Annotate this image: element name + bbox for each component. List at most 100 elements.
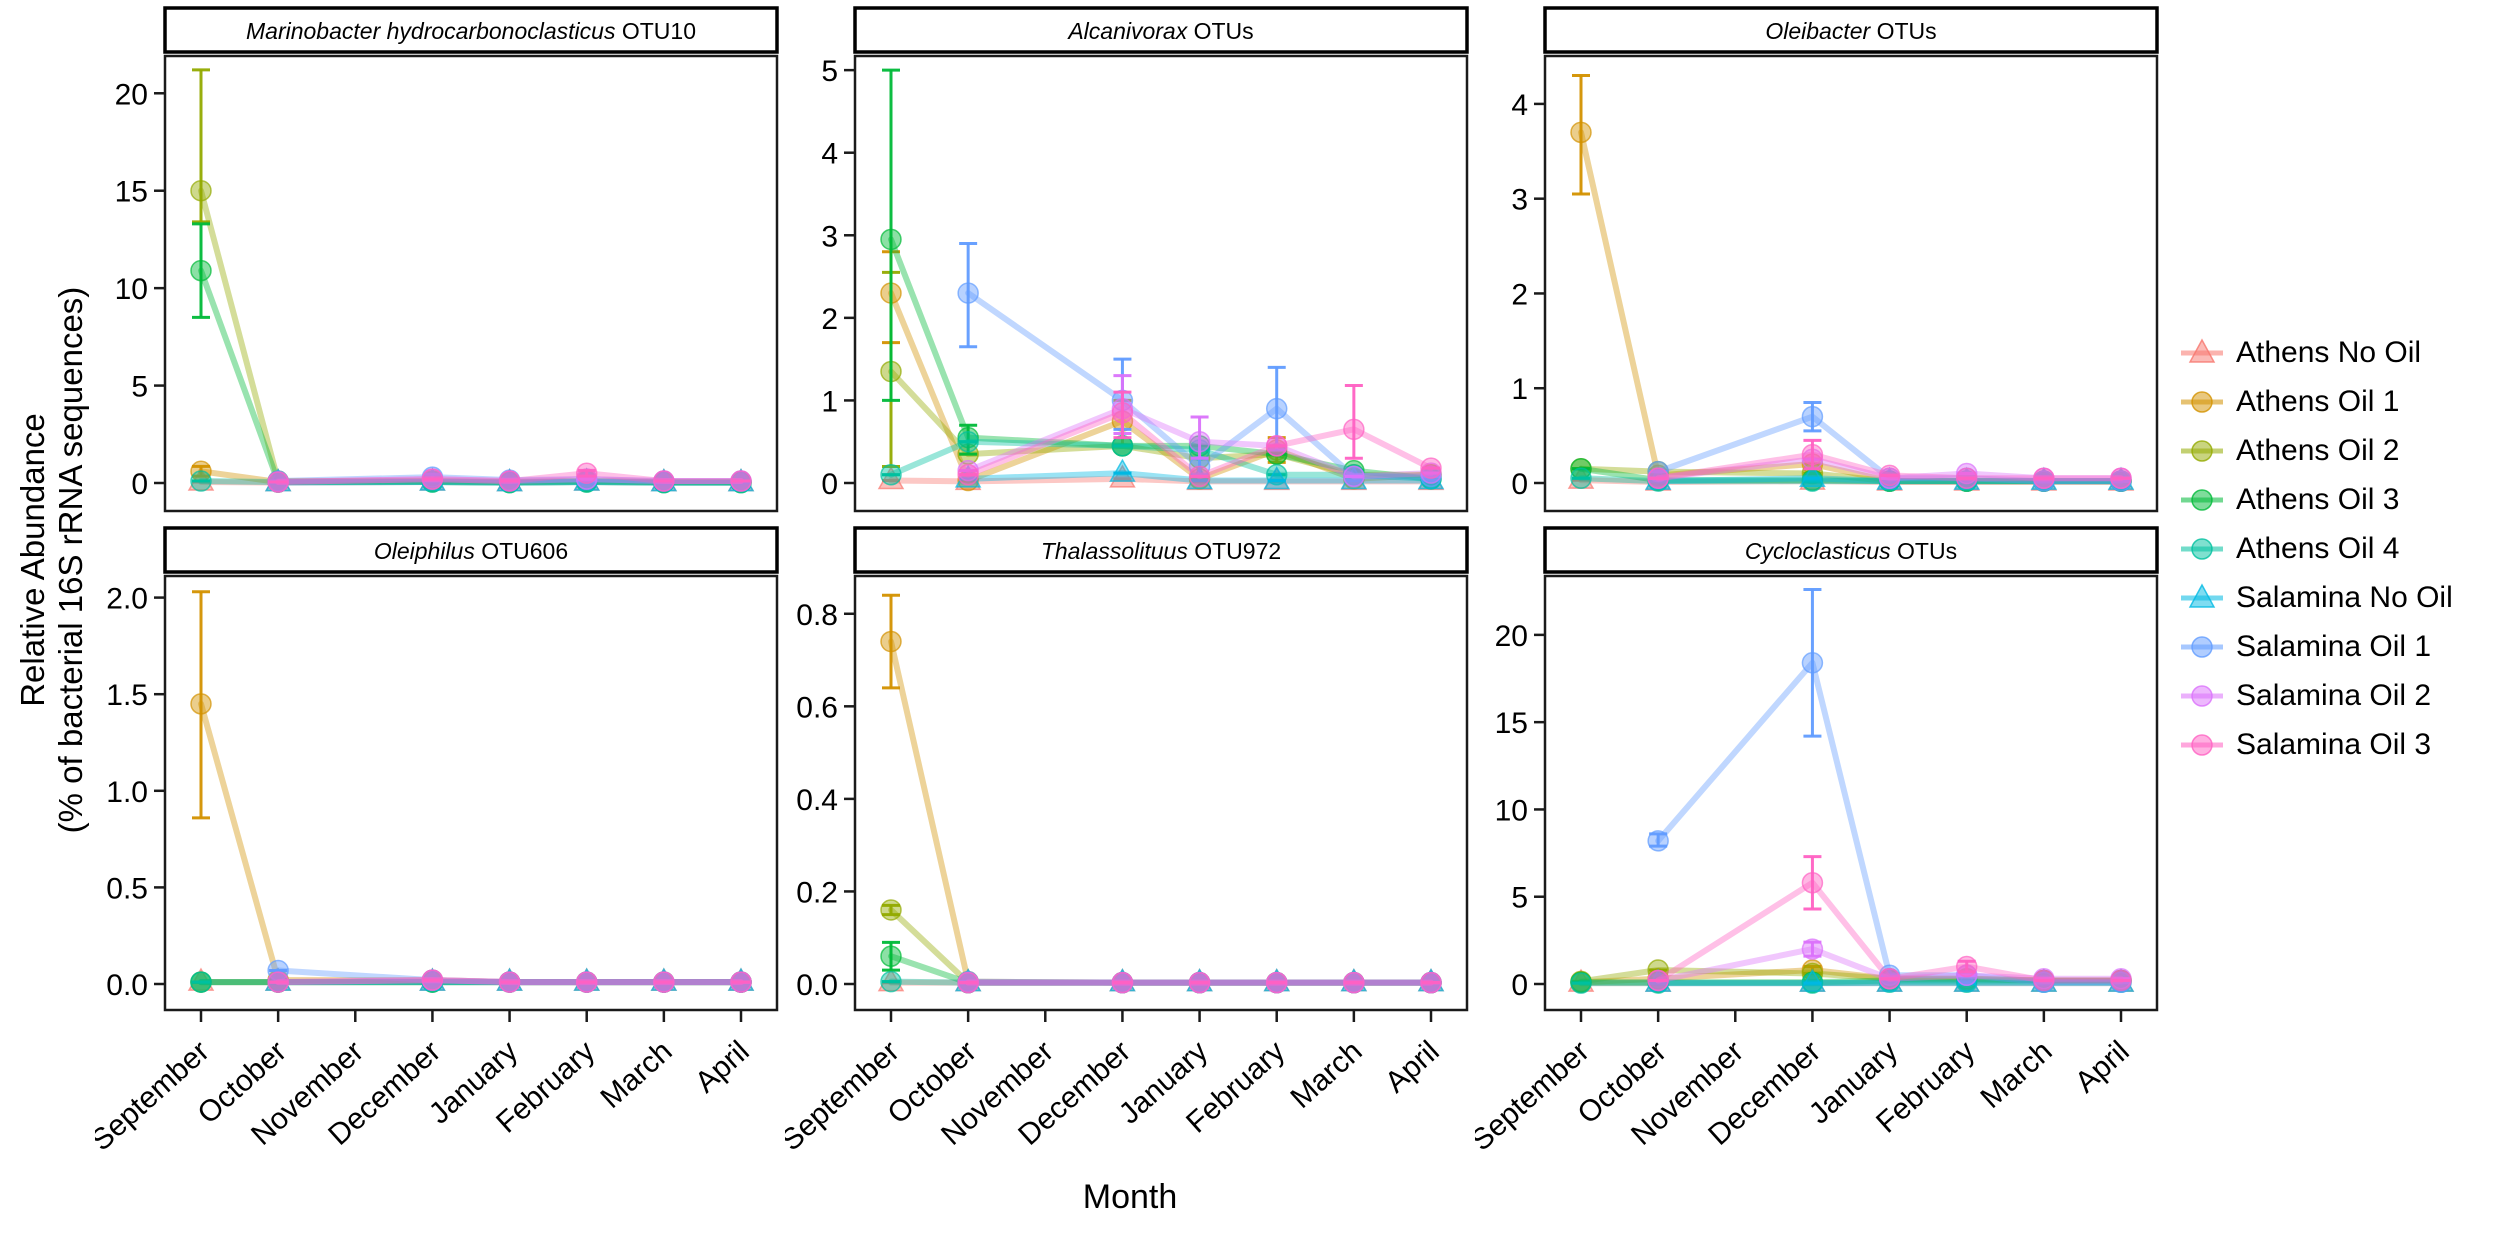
y-axis-title-line2: (% of bacterial 16S rRNA sequences) <box>52 286 89 834</box>
data-point-triangle <box>1953 968 1981 992</box>
series-line <box>198 700 744 986</box>
y-tick-label: 4 <box>1511 89 1528 122</box>
series-line <box>275 474 744 485</box>
facet-title: Marinobacter hydrocarbonoclasticus OTU10 <box>246 18 696 44</box>
data-point <box>880 630 902 653</box>
data-point <box>957 282 979 304</box>
y-tick-label: 1 <box>1511 373 1528 406</box>
legend-label: Salamina No Oil <box>2236 580 2453 614</box>
x-tick-label: September <box>95 1035 216 1158</box>
y-tick-label: 15 <box>115 176 148 209</box>
facet-grid: Marinobacter hydrocarbonoclasticus OTU10… <box>95 6 2165 1171</box>
data-point <box>1955 955 1978 978</box>
data-point-triangle <box>1109 458 1136 482</box>
legend-key-salamina-oil-3 <box>2181 733 2223 756</box>
series-salamina-oil-1 <box>1647 587 2132 994</box>
legend-label: Athens Oil 1 <box>2236 384 2400 418</box>
data-point <box>653 971 675 993</box>
data-point-triangle <box>1186 968 1213 992</box>
series-line <box>1655 475 2124 485</box>
legend-key-triangle <box>2188 582 2216 608</box>
y-tick-label: 1 <box>821 385 838 418</box>
y-tick-label: 5 <box>131 371 148 404</box>
data-point <box>1265 971 1288 994</box>
y-tick-label: 5 <box>821 55 838 88</box>
y-tick-label: 0 <box>1511 969 1528 1002</box>
y-tick-label: 0.4 <box>796 784 838 817</box>
y-axis: 0 5 10 15 20 <box>1495 620 1545 1002</box>
y-tick-label: 4 <box>821 138 838 171</box>
y-axis: 0 1 2 3 4 <box>1511 89 1545 501</box>
series-salamina-oil-3 <box>957 971 1442 994</box>
legend-key-athens-no-oil <box>2181 337 2223 363</box>
data-point-triangle <box>187 967 215 991</box>
legend-item-salamina-oil-3: Salamina Oil 3 <box>2178 720 2453 769</box>
data-point <box>1801 405 1824 428</box>
x-tick-label: April <box>1379 1035 1446 1100</box>
legend-key-salamina-oil-1 <box>2181 635 2223 658</box>
data-point <box>267 971 289 993</box>
data-point <box>2110 969 2132 992</box>
data-point <box>575 462 598 485</box>
data-point <box>957 463 979 486</box>
data-point <box>575 971 598 993</box>
facet-oleibacter-otus: Oleibacter OTUs 0 1 2 3 4 <box>1511 6 2159 513</box>
series-line <box>965 290 1434 480</box>
data-point <box>730 971 752 993</box>
y-tick-label: 15 <box>1495 707 1528 740</box>
series-line <box>275 977 744 986</box>
data-point <box>498 971 521 993</box>
legend-item-salamina-oil-1: Salamina Oil 1 <box>2178 622 2453 671</box>
legend-label: Athens No Oil <box>2236 335 2422 369</box>
data-point-triangle <box>954 968 982 992</box>
legend-item-athens-oil-1: Athens Oil 1 <box>2178 377 2453 426</box>
series-athens-oil-1 <box>880 593 1442 994</box>
data-point-triangle <box>1109 968 1136 992</box>
series-salamina-oil-3 <box>957 384 1442 488</box>
y-axis: 0.0 0.2 0.4 0.6 0.8 <box>796 599 855 1002</box>
data-point-triangle <box>1799 968 1826 992</box>
legend-label: Salamina Oil 2 <box>2236 678 2432 712</box>
y-tick-label: 0 <box>131 468 148 501</box>
data-point <box>2033 969 2055 992</box>
data-point <box>2033 467 2055 490</box>
data-point <box>190 693 212 715</box>
series-salamina-no-oil <box>954 458 1445 490</box>
data-point <box>880 463 902 486</box>
series-line <box>1655 879 2124 984</box>
y-axis: 0.0 0.5 1.0 1.5 2.0 <box>106 583 165 1002</box>
data-point <box>190 259 212 282</box>
series-athens-oil-1 <box>1570 73 2132 492</box>
data-point-triangle <box>496 967 523 991</box>
panel-border <box>853 574 1469 1012</box>
legend-label: Athens Oil 2 <box>2236 433 2400 467</box>
series-line <box>1578 129 2124 485</box>
data-point <box>190 179 212 202</box>
legend-label: Salamina Oil 1 <box>2236 629 2432 663</box>
legend-key-athens-oil-1 <box>2181 390 2223 413</box>
data-point <box>267 959 289 982</box>
data-point <box>1801 443 1824 466</box>
data-point <box>1801 652 1824 674</box>
data-point-triangle <box>1340 968 1368 992</box>
data-point <box>1647 460 1669 483</box>
data-point-triangle <box>954 464 982 488</box>
y-axis-title-line1: Relative Abundance <box>14 413 52 707</box>
data-point <box>1188 430 1211 453</box>
data-point <box>1343 971 1365 994</box>
legend-item-salamina-no-oil: Salamina No Oil <box>2178 573 2453 622</box>
series-line <box>198 267 744 486</box>
data-point <box>1955 467 1978 490</box>
x-tick-label: March <box>1285 1035 1369 1115</box>
series-athens-oil-3 <box>190 222 752 494</box>
legend-item-athens-oil-3: Athens Oil 3 <box>2178 475 2453 524</box>
data-point <box>1801 938 1824 960</box>
legend-key-circle <box>2191 390 2213 413</box>
legend-label: Athens Oil 3 <box>2236 482 2400 516</box>
data-point <box>1188 971 1211 994</box>
y-tick-label: 20 <box>1495 620 1528 653</box>
data-point <box>190 971 212 993</box>
data-point-triangle <box>1417 968 1445 992</box>
series-salamina-oil-2 <box>1647 938 2132 992</box>
series-athens-oil-1 <box>190 590 752 993</box>
